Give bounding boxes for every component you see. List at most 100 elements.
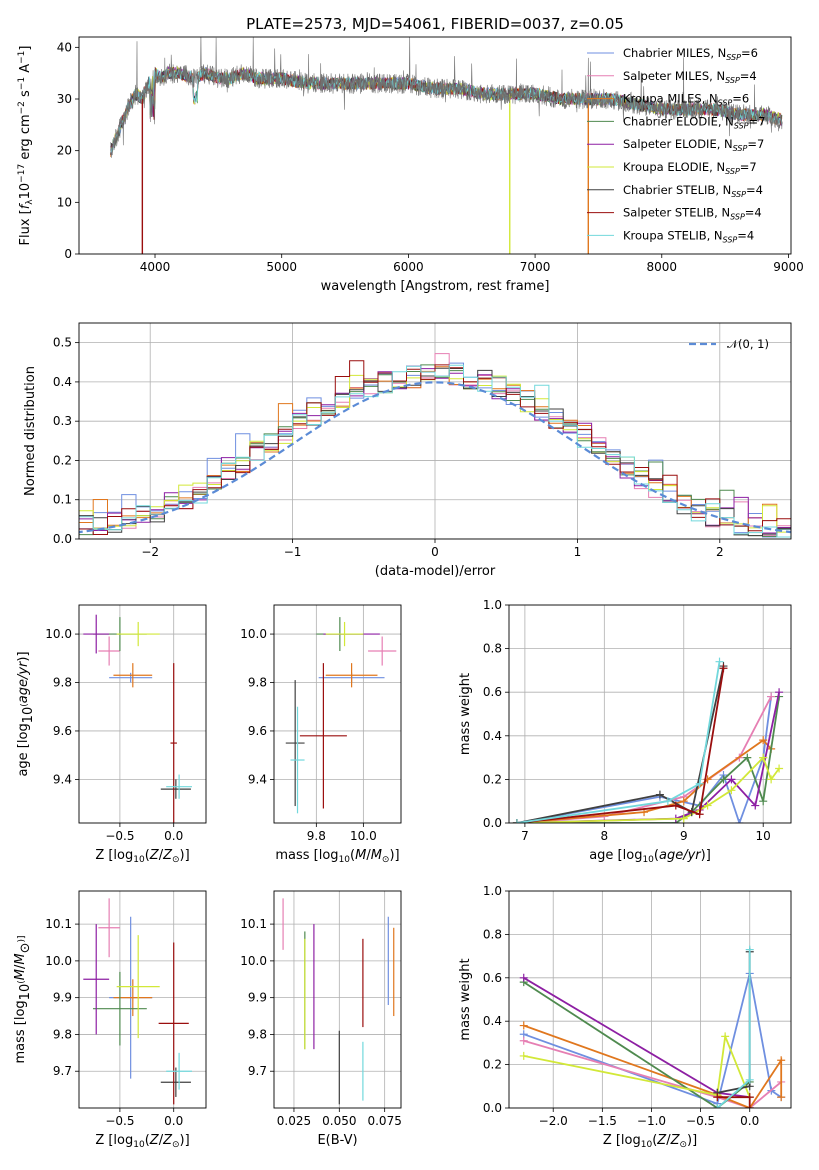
errorbar-salpeter_elodie [83, 924, 110, 1035]
errorbar-salpeter_miles [98, 636, 120, 666]
x-axis-label: age [log10(age/yr)] [589, 848, 711, 865]
x-tick-label: 8000 [647, 260, 678, 274]
x-tick-label: 0.075 [367, 1114, 401, 1128]
weight-marker [777, 1093, 786, 1102]
weight-marker [703, 801, 712, 810]
weight-marker [727, 786, 736, 795]
x-tick-label: −0.5 [105, 829, 134, 843]
x-axis-label: Z [log10(Z/Z⊙)] [603, 1133, 697, 1150]
x-tick-label: 8 [601, 829, 609, 843]
x-tick-label: 10 [756, 829, 771, 843]
weight-marker [759, 753, 768, 762]
axes-mass_vs_Z: −0.5 0.0 9.7 9.8 9.9 10.0 10.1 Z [log10(Z/Z⊙)] m… [13, 890, 207, 1150]
x-axis-label: wavelength [Angstrom, rest frame] [321, 279, 550, 294]
axes-frame [508, 604, 792, 824]
legend-label-salpeter_elodie: Salpeter ELODIE, NSSP=7 [623, 137, 764, 153]
axes-spectrum: 4000 5000 6000 7000 8000 9000 0 10 20 30 40 PLATE=2… [17, 15, 804, 294]
errorbar-kroupa_miles [113, 979, 153, 1017]
errorbar-chabrier_stelib [160, 1067, 191, 1097]
y-tick-label: 10.1 [45, 917, 72, 931]
y-tick-label: 0.2 [483, 1058, 502, 1072]
x-tick-label: 5000 [266, 260, 297, 274]
plot-area-residuals [79, 323, 791, 539]
weight-marker [713, 1104, 722, 1108]
y-axis-label: mass weight [458, 673, 473, 755]
x-tick-label: 0.025 [277, 1114, 311, 1128]
weight-marker [655, 790, 664, 799]
legend-label-kroupa_stelib: Kroupa STELIB, NSSP=4 [623, 228, 754, 244]
weight-marker [727, 775, 736, 784]
x-tick-label: 9000 [773, 260, 804, 274]
errorbar-salpeter_miles [98, 898, 120, 958]
weight-marker [679, 814, 688, 823]
x-tick-label: 0.050 [322, 1114, 356, 1128]
axes-frame [78, 604, 207, 824]
errorbar-salpeter_elodie [83, 614, 110, 654]
errorbar-kroupa_stelib [290, 706, 305, 814]
observed-spectrum [110, 37, 783, 158]
y-tick-label: 9.6 [53, 724, 72, 738]
weight-marker [767, 692, 776, 701]
y-tick-label: 9.4 [53, 772, 72, 786]
y-tick-label: 0.5 [53, 336, 72, 350]
weight-line [523, 981, 751, 1108]
x-tick-label: −0.5 [105, 1114, 134, 1128]
legend-label-chabrier_miles: Chabrier MILES, NSSP=6 [623, 46, 758, 62]
y-axis-label: mass weight [458, 958, 473, 1040]
weight-marker [512, 819, 521, 823]
y-tick-label: 0.2 [483, 772, 502, 786]
legend-label-kroupa_miles: Kroupa MILES, NSSP=6 [623, 92, 749, 108]
weight-line [516, 661, 721, 823]
y-tick-label: 40 [57, 40, 72, 54]
y-tick-label: 9.4 [248, 772, 267, 786]
axes-frame [273, 604, 402, 824]
y-tick-label: 0.8 [483, 642, 502, 656]
y-axis-label: age [log10(age/yr)] [16, 651, 36, 776]
x-tick-label: 7 [521, 829, 529, 843]
y-tick-label: 9.8 [53, 676, 72, 690]
normal-curve [79, 381, 791, 534]
y-tick-label: 0.2 [53, 453, 72, 467]
y-tick-label: 0.6 [483, 685, 502, 699]
y-tick-label: 9.9 [248, 991, 267, 1005]
y-tick-label: 0.4 [483, 729, 502, 743]
weight-marker [775, 688, 784, 697]
y-tick-label: 10.0 [45, 627, 72, 641]
weight-marker [719, 664, 728, 673]
errorbar-kroupa_miles [113, 663, 153, 688]
axes-age_vs_mass: 9.8 10.0 9.4 9.6 9.8 10.0 mass [log10(M/M⊙)] [240, 604, 402, 865]
x-tick-label: 10.0 [350, 829, 377, 843]
y-tick-label: 9.8 [53, 1027, 72, 1041]
y-tick-label: 1.0 [483, 884, 502, 898]
x-axis-label: Z [log10(Z/Z⊙)] [95, 848, 189, 865]
weight-marker [735, 819, 744, 823]
errorbar-chabrier_stelib [285, 680, 305, 807]
y-tick-label: 10.1 [240, 917, 267, 931]
x-tick-label: 7000 [520, 260, 551, 274]
y-tick-label: 10.0 [45, 954, 72, 968]
y-tick-label: 9.8 [248, 1027, 267, 1041]
axes-residuals: −2 −1 0 1 2 0.0 0.1 0.2 0.3 0.4 0.5 (data-model)/er… [23, 322, 792, 579]
errorbar-kroupa_stelib [166, 1052, 193, 1090]
plot-area-mass_vs_Z [79, 891, 206, 1108]
weight-marker [519, 1021, 528, 1030]
errorbar-chabrier_stelib [160, 779, 191, 799]
weight-marker [751, 801, 760, 810]
weight-marker [519, 1036, 528, 1045]
x-axis-label: mass [log10(M/M⊙)] [275, 848, 399, 865]
plot-area-mass_vs_ebv [274, 891, 401, 1108]
axes-frame [78, 890, 207, 1109]
axes-age_vs_Z: −0.5 0.0 9.4 9.6 9.8 10.0 Z [log10(Z/Z⊙)] age [… [16, 604, 207, 865]
x-axis-label: (data-model)/error [375, 564, 496, 579]
x-tick-label: −1 [284, 545, 302, 559]
weight-line [523, 1039, 782, 1108]
y-tick-label: 0 [64, 247, 72, 261]
weight-marker [745, 1093, 754, 1102]
y-tick-label: 10 [57, 195, 72, 209]
y-tick-label: 0.4 [53, 375, 72, 389]
axes-massweight_vs_age: 7 8 9 10 0.0 0.2 0.4 0.6 0.8 1.0 age [log10(age/yr… [458, 598, 792, 865]
errorbar-kroupa_elodie [116, 621, 160, 647]
chart-title: PLATE=2573, MJD=54061, FIBERID=0037, z=0… [246, 15, 624, 33]
y-axis-label: mass [log10(M/M⊙)] [13, 935, 33, 1063]
errorbar-kroupa_miles [325, 663, 378, 688]
